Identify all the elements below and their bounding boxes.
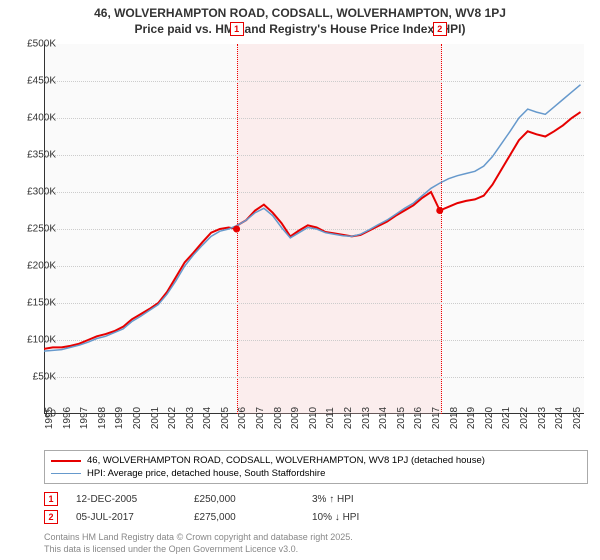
legend-item: 46, WOLVERHAMPTON ROAD, CODSALL, WOLVERH…: [51, 454, 581, 467]
xtick-label: 2014: [378, 407, 389, 429]
xtick-label: 2022: [519, 407, 530, 429]
xtick-label: 2025: [572, 407, 583, 429]
title-line-1: 46, WOLVERHAMPTON ROAD, CODSALL, WOLVERH…: [0, 6, 600, 22]
xtick-label: 2011: [325, 407, 336, 429]
ytick-label: £100K: [27, 335, 56, 346]
footer-line-2: This data is licensed under the Open Gov…: [44, 544, 353, 556]
sale-marker-2: 2: [44, 510, 58, 524]
xtick-label: 2006: [237, 407, 248, 429]
xtick-label: 2016: [413, 407, 424, 429]
chart-container: 46, WOLVERHAMPTON ROAD, CODSALL, WOLVERH…: [0, 0, 600, 560]
xtick-label: 2010: [308, 407, 319, 429]
xtick-label: 2017: [431, 407, 442, 429]
xtick-label: 2002: [167, 407, 178, 429]
title-line-2: Price paid vs. HM Land Registry's House …: [0, 22, 600, 38]
sale-price-1: £250,000: [194, 494, 294, 505]
xtick-label: 2003: [185, 407, 196, 429]
xtick-label: 2008: [273, 407, 284, 429]
xtick-label: 2019: [466, 407, 477, 429]
ytick-label: £400K: [27, 113, 56, 124]
ytick-label: £300K: [27, 187, 56, 198]
legend-item: HPI: Average price, detached house, Sout…: [51, 467, 581, 480]
sale-date-1: 12-DEC-2005: [76, 494, 176, 505]
xtick-label: 1995: [44, 407, 55, 429]
line-series: [44, 44, 584, 414]
ytick-label: £250K: [27, 224, 56, 235]
sale-date-2: 05-JUL-2017: [76, 512, 176, 523]
xtick-label: 2020: [484, 407, 495, 429]
xtick-label: 2024: [554, 407, 565, 429]
ytick-label: £200K: [27, 261, 56, 272]
xtick-label: 2005: [220, 407, 231, 429]
xtick-label: 2013: [361, 407, 372, 429]
sale-price-2: £275,000: [194, 512, 294, 523]
plot-marker-1: 1: [230, 22, 244, 36]
xtick-label: 2018: [449, 407, 460, 429]
ytick-label: £350K: [27, 150, 56, 161]
xtick-label: 1996: [62, 407, 73, 429]
ytick-label: £450K: [27, 76, 56, 87]
xtick-label: 2000: [132, 407, 143, 429]
ytick-label: £50K: [33, 372, 56, 383]
plot-area: 12: [44, 44, 584, 414]
xtick-label: 2001: [150, 407, 161, 429]
chart-title: 46, WOLVERHAMPTON ROAD, CODSALL, WOLVERH…: [0, 0, 600, 37]
xtick-label: 2004: [202, 407, 213, 429]
xtick-label: 2007: [255, 407, 266, 429]
sale-row-1: 1 12-DEC-2005 £250,000 3% ↑ HPI: [44, 492, 412, 506]
sale-delta-1: 3% ↑ HPI: [312, 494, 412, 505]
xtick-label: 1998: [97, 407, 108, 429]
xtick-label: 1999: [114, 407, 125, 429]
xtick-label: 2009: [290, 407, 301, 429]
footer-line-1: Contains HM Land Registry data © Crown c…: [44, 532, 353, 544]
footer-copyright: Contains HM Land Registry data © Crown c…: [44, 532, 353, 555]
ytick-label: £150K: [27, 298, 56, 309]
plot-marker-2: 2: [433, 22, 447, 36]
sale-row-2: 2 05-JUL-2017 £275,000 10% ↓ HPI: [44, 510, 412, 524]
xtick-label: 2015: [396, 407, 407, 429]
xtick-label: 2021: [501, 407, 512, 429]
legend: 46, WOLVERHAMPTON ROAD, CODSALL, WOLVERH…: [44, 450, 588, 484]
xtick-label: 2012: [343, 407, 354, 429]
xtick-label: 2023: [537, 407, 548, 429]
xtick-label: 1997: [79, 407, 90, 429]
sale-delta-2: 10% ↓ HPI: [312, 512, 412, 523]
sale-marker-1: 1: [44, 492, 58, 506]
ytick-label: £500K: [27, 39, 56, 50]
